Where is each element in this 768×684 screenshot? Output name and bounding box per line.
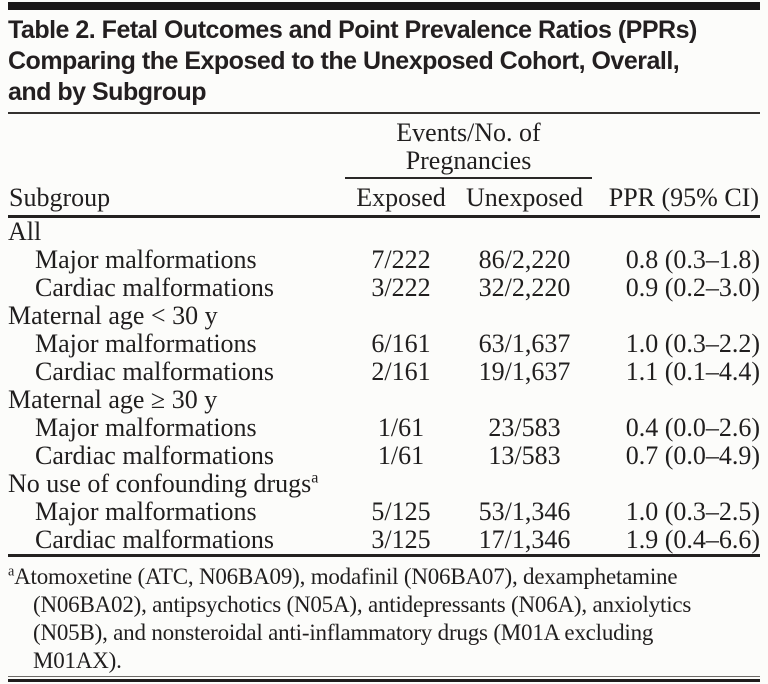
ppr-value: 0.9 (0.2–3.0) <box>625 273 761 302</box>
row-label: Major malformations <box>35 329 257 358</box>
table-row: Cardiac malformations 2/161 19/1,637 1.1… <box>8 358 760 386</box>
footnote-divider-rule <box>8 554 760 557</box>
table-row: Major malformations 7/222 86/2,220 0.8 (… <box>8 246 760 274</box>
group-row-age-under-30: Maternal age < 30 y <box>8 302 760 330</box>
exposed-value: 3/125 <box>371 525 431 554</box>
table-header: Events/No. of Pregnancies Subgroup Expos… <box>8 114 761 218</box>
title-divider-rule <box>8 112 760 114</box>
group-row-no-confounding-drugs: No use of confounding drugsa <box>8 470 760 498</box>
group-label: No use of confounding drugs <box>8 469 312 498</box>
footnote-line: (N05B), and nonsteroidal anti-inflammato… <box>33 620 654 645</box>
column-header-ppr: PPR (95% CI) <box>592 178 761 218</box>
group-label: Maternal age < 30 y <box>8 301 218 330</box>
table-row: Cardiac malformations 3/125 17/1,346 1.9… <box>8 526 760 554</box>
events-spanner-line: Events/No. of <box>396 118 541 147</box>
unexposed-value: 13/583 <box>488 441 561 470</box>
row-label: Major malformations <box>35 245 257 274</box>
table-row: Major malformations 6/161 63/1,637 1.0 (… <box>8 330 760 358</box>
unexposed-value: 53/1,346 <box>478 497 571 526</box>
unexposed-value: 32/2,220 <box>478 273 571 302</box>
footnote-line: M01AX). <box>33 648 122 673</box>
group-label: Maternal age ≥ 30 y <box>8 385 218 414</box>
row-label: Cardiac malformations <box>35 273 274 302</box>
column-header-row: Subgroup Exposed Unexposed PPR (95% CI) <box>8 178 761 218</box>
table-title: Table 2. Fetal Outcomes and Point Preval… <box>8 10 760 112</box>
footnote-line: (N06BA02), antipsychotics (N05A), antide… <box>33 592 692 617</box>
group-row-age-30-plus: Maternal age ≥ 30 y <box>8 386 760 414</box>
ppr-value: 0.7 (0.0–4.9) <box>625 441 761 470</box>
exposed-value: 5/125 <box>371 497 431 526</box>
table-bottom-rule <box>8 676 760 682</box>
unexposed-value: 17/1,346 <box>478 525 571 554</box>
exposed-value: 7/222 <box>371 245 431 274</box>
outcomes-table: Events/No. of Pregnancies Subgroup Expos… <box>8 114 761 555</box>
row-label: Major malformations <box>35 497 257 526</box>
ppr-value: 1.0 (0.3–2.5) <box>625 497 761 526</box>
column-header-subgroup: Subgroup <box>8 178 345 218</box>
table-row: Major malformations 5/125 53/1,346 1.0 (… <box>8 498 760 526</box>
events-spanner-header: Events/No. of Pregnancies <box>345 114 593 179</box>
table-row: Cardiac malformations 3/222 32/2,220 0.9… <box>8 274 760 302</box>
row-label: Cardiac malformations <box>35 357 274 386</box>
exposed-value: 6/161 <box>371 329 431 358</box>
footnote-marker: a <box>8 563 15 580</box>
unexposed-value: 86/2,220 <box>478 245 571 274</box>
footnote-line: Atomoxetine (ATC, N06BA09), modafinil (N… <box>14 564 678 589</box>
ppr-value: 1.9 (0.4–6.6) <box>625 525 761 554</box>
table-title-line: Comparing the Exposed to the Unexposed C… <box>8 47 680 75</box>
column-header-exposed: Exposed <box>345 178 457 218</box>
table-footnote: aAtomoxetine (ATC, N06BA09), modafinil (… <box>8 557 760 675</box>
table-title-line: Table 2. Fetal Outcomes and Point Preval… <box>8 16 697 44</box>
exposed-value: 1/61 <box>377 441 425 470</box>
ppr-value: 0.8 (0.3–1.8) <box>625 245 761 274</box>
row-label: Cardiac malformations <box>35 525 274 554</box>
table-row: Cardiac malformations 1/61 13/583 0.7 (0… <box>8 442 760 470</box>
column-header-unexposed: Unexposed <box>457 178 593 218</box>
footnote-reference-marker: a <box>311 469 319 487</box>
table-body: All Major malformations 7/222 86/2,220 0… <box>8 217 760 555</box>
exposed-value: 2/161 <box>371 357 431 386</box>
ppr-value: 1.0 (0.3–2.2) <box>625 329 761 358</box>
group-row-all: All <box>8 217 760 247</box>
table-title-line: and by Subgroup <box>8 78 207 106</box>
unexposed-value: 23/583 <box>488 413 561 442</box>
spanner-header-row: Events/No. of Pregnancies <box>8 114 760 179</box>
table-top-rule <box>8 2 760 10</box>
ppr-value: 1.1 (0.1–4.4) <box>625 357 761 386</box>
row-label: Major malformations <box>35 413 257 442</box>
row-label: Cardiac malformations <box>35 441 274 470</box>
unexposed-value: 19/1,637 <box>478 357 571 386</box>
exposed-value: 3/222 <box>371 273 431 302</box>
unexposed-value: 63/1,637 <box>478 329 571 358</box>
exposed-value: 1/61 <box>377 413 425 442</box>
table-row: Major malformations 1/61 23/583 0.4 (0.0… <box>8 414 760 442</box>
ppr-value: 0.4 (0.0–2.6) <box>625 413 761 442</box>
group-label: All <box>8 217 42 246</box>
events-spanner-line: Pregnancies <box>405 146 532 175</box>
